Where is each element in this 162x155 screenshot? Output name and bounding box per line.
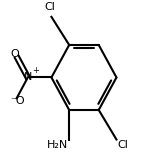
Text: H₂N: H₂N [46, 140, 68, 150]
Text: +: + [33, 66, 39, 75]
Text: N: N [24, 72, 33, 82]
Text: ⁻O: ⁻O [10, 96, 25, 106]
Text: Cl: Cl [45, 2, 55, 12]
Text: Cl: Cl [118, 140, 129, 150]
Text: O: O [10, 49, 19, 59]
